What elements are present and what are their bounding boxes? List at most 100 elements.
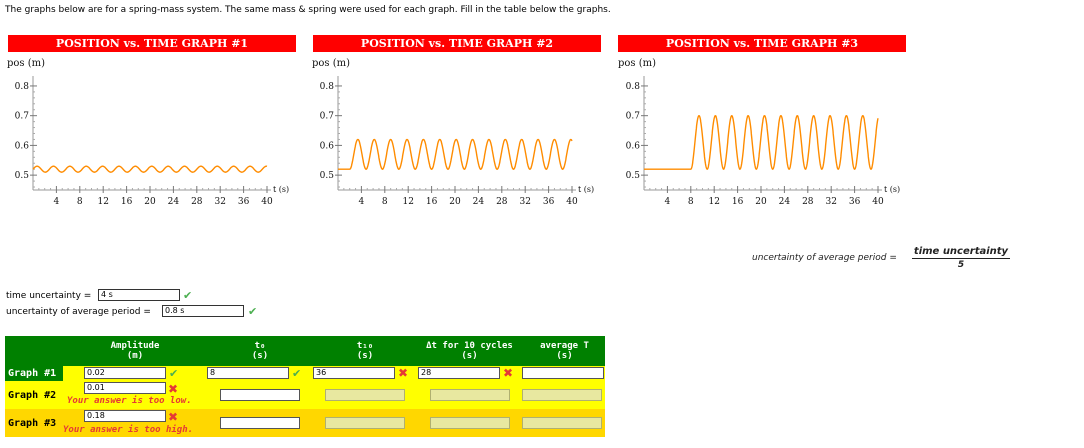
- x-tick-label: 20: [755, 197, 767, 207]
- x-tick-label: 4: [665, 197, 671, 207]
- graph2-amplitude-input[interactable]: 0.01: [84, 382, 166, 394]
- formula-label: uncertainty of average period =: [752, 253, 897, 263]
- x-tick-label: 40: [261, 197, 273, 207]
- x-tick-label: 12: [708, 197, 719, 207]
- x-tick-label: 32: [825, 197, 836, 207]
- y-tick-label: 0.5: [320, 171, 335, 181]
- y-tick-label: 0.5: [15, 171, 30, 181]
- graph2-deltat-input: [430, 389, 510, 401]
- formula-fraction: time uncertainty 5: [912, 246, 1010, 270]
- x-tick-label: 24: [779, 197, 791, 207]
- position-time-graph-3: pos (m) 0.5 0.6 0.7 0.8 4 8 12 16 20 24 28 32 36 40t (…: [618, 58, 900, 207]
- y-tick-label: 0.5: [626, 171, 641, 181]
- y-tick-label: 0.7: [626, 112, 641, 122]
- cross-icon: ✖: [168, 410, 179, 424]
- x-axis-label: t (s): [578, 185, 594, 194]
- x-tick-label: 20: [144, 197, 156, 207]
- x-tick-label: 32: [519, 197, 530, 207]
- y-tick-label: 0.8: [15, 82, 30, 92]
- position-curve: [338, 138, 573, 170]
- position-curve: [644, 114, 879, 171]
- x-tick-label: 8: [688, 197, 694, 207]
- graph-3-title: POSITION vs. TIME GRAPH #3: [618, 35, 906, 52]
- graph-2-title: POSITION vs. TIME GRAPH #2: [313, 35, 601, 52]
- graph2-t0-input[interactable]: [220, 389, 300, 401]
- table-header: Amplitude (m) t₀ (s) t₁₀ (s) Δt for 10 cycl…: [5, 336, 605, 366]
- row-label-graph-2: Graph #2: [8, 390, 57, 401]
- x-tick-label: 40: [566, 197, 578, 207]
- x-tick-label: 8: [382, 197, 388, 207]
- graph1-avgT-input[interactable]: [522, 367, 604, 379]
- graph2-t10-input: [325, 389, 405, 401]
- formula-denominator: 5: [957, 260, 965, 270]
- y-tick-label: 0.6: [15, 141, 30, 151]
- header-delta-t: Δt for 10 cycles (s): [426, 341, 513, 361]
- graph3-avgT-input: [522, 417, 602, 429]
- y-axis-label: pos (m): [312, 58, 350, 69]
- x-axis-label: t (s): [884, 185, 900, 194]
- x-tick-label: 24: [473, 197, 485, 207]
- graph3-error-message: Your answer is too high.: [63, 425, 194, 435]
- y-tick-label: 0.7: [15, 112, 30, 122]
- check-icon: ✔: [183, 289, 193, 302]
- x-tick-label: 12: [402, 197, 413, 207]
- row-label-graph-3: Graph #3: [8, 418, 57, 429]
- y-tick-label: 0.7: [320, 112, 335, 122]
- y-tick-label: 0.6: [626, 141, 641, 151]
- time-uncertainty-input[interactable]: 4 s: [98, 289, 180, 301]
- graph2-error-message: Your answer is too low.: [67, 396, 192, 406]
- check-icon: ✔: [248, 305, 258, 318]
- period-uncertainty-input[interactable]: 0.8 s: [162, 305, 244, 317]
- x-tick-label: 28: [496, 197, 508, 207]
- x-tick-label: 16: [732, 197, 744, 207]
- x-tick-label: 8: [77, 197, 83, 207]
- graph1-amplitude-input[interactable]: 0.02: [84, 367, 166, 379]
- check-icon: ✔: [292, 367, 302, 380]
- graph-1-title: POSITION vs. TIME GRAPH #1: [8, 35, 296, 52]
- x-tick-label: 16: [121, 197, 133, 207]
- position-curve: [32, 165, 268, 173]
- x-tick-label: 36: [849, 197, 861, 207]
- x-tick-label: 24: [168, 197, 180, 207]
- x-tick-label: 36: [238, 197, 250, 207]
- x-tick-label: 36: [543, 197, 555, 207]
- x-axis-label: t (s): [273, 185, 289, 194]
- time-uncertainty-label: time uncertainty =: [6, 291, 92, 301]
- y-tick-label: 0.8: [626, 82, 641, 92]
- header-amplitude: Amplitude (m): [110, 341, 160, 361]
- cross-icon: ✖: [168, 382, 179, 396]
- graph3-amplitude-input[interactable]: 0.18: [84, 410, 166, 422]
- x-tick-label: 4: [359, 197, 365, 207]
- position-time-graph-1: pos (m) 0.5 0.6 0.7 0.8 4 8 12 16 20 24 28 32 36 40t (…: [7, 58, 289, 207]
- cross-icon: ✖: [503, 366, 514, 380]
- x-tick-label: 16: [426, 197, 438, 207]
- x-tick-label: 12: [97, 197, 108, 207]
- header-t0: t₀ (s): [251, 341, 269, 361]
- header-average-period: average T (s): [540, 341, 589, 361]
- y-tick-label: 0.6: [320, 141, 335, 151]
- graph3-t10-input: [325, 417, 405, 429]
- instructions-text: The graphs below are for a spring-mass s…: [5, 5, 611, 15]
- graph3-deltat-input: [430, 417, 510, 429]
- x-tick-label: 32: [214, 197, 225, 207]
- check-icon: ✔: [169, 367, 179, 380]
- graph3-t0-input[interactable]: [220, 417, 300, 429]
- graph1-deltat-input[interactable]: 28: [418, 367, 500, 379]
- period-uncertainty-label: uncertainty of average period =: [6, 307, 151, 317]
- graph1-t0-input[interactable]: 8: [207, 367, 289, 379]
- y-tick-label: 0.8: [320, 82, 335, 92]
- x-tick-label: 40: [872, 197, 884, 207]
- formula-numerator: time uncertainty: [912, 246, 1010, 259]
- x-tick-label: 4: [54, 197, 60, 207]
- cross-icon: ✖: [398, 366, 409, 380]
- y-axis-label: pos (m): [7, 58, 45, 69]
- row-label-graph-1: Graph #1: [8, 368, 57, 379]
- x-tick-label: 28: [802, 197, 814, 207]
- header-t10: t₁₀ (s): [356, 341, 374, 361]
- graph1-t10-input[interactable]: 36: [313, 367, 395, 379]
- graph2-avgT-input: [522, 389, 602, 401]
- x-tick-label: 20: [449, 197, 461, 207]
- position-time-graph-2: pos (m) 0.5 0.6 0.7 0.8 4 8 12 16 20 24 28 32 36 40t (…: [312, 58, 594, 207]
- y-axis-label: pos (m): [618, 58, 656, 69]
- x-tick-label: 28: [191, 197, 203, 207]
